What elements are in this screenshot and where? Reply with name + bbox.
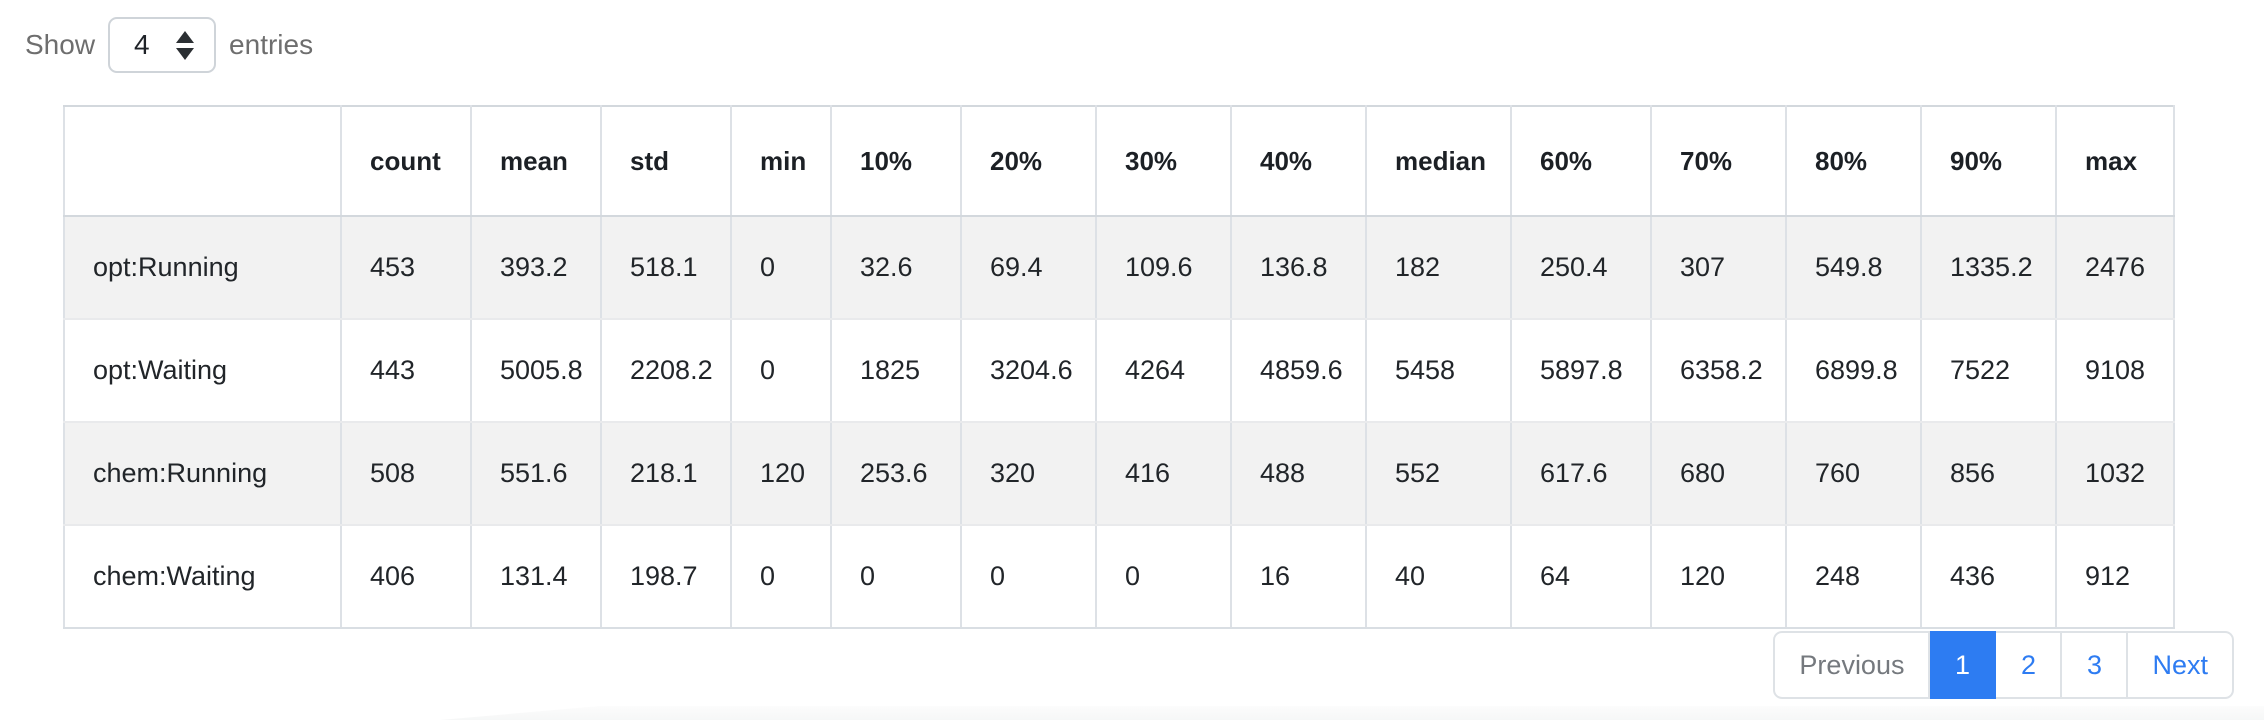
page-button-2[interactable]: 2 xyxy=(1996,631,2063,699)
table-cell: 69.4 xyxy=(960,216,1097,320)
table-cell: 6358.2 xyxy=(1650,319,1787,423)
table-cell: 443 xyxy=(340,319,472,423)
table-cell: 136.8 xyxy=(1230,216,1367,320)
row-label-cell: opt:Waiting xyxy=(63,319,342,423)
table-cell: 453 xyxy=(340,216,472,320)
table-cell: 680 xyxy=(1650,422,1787,526)
table-cell: 40 xyxy=(1365,525,1512,629)
table-cell: 760 xyxy=(1785,422,1922,526)
next-button[interactable]: Next xyxy=(2128,631,2234,699)
table-cell: 64 xyxy=(1510,525,1652,629)
stats-table-container: count mean std min 10% 20% 30% 40% median 60% 70% 8… xyxy=(63,105,2175,629)
page-button-3[interactable]: 3 xyxy=(2062,631,2129,699)
table-cell: 2208.2 xyxy=(600,319,732,423)
table-cell: 5897.8 xyxy=(1510,319,1652,423)
entries-select-value: 4 xyxy=(134,29,150,60)
column-header-mean[interactable]: mean xyxy=(470,105,602,217)
column-header-60pct[interactable]: 60% xyxy=(1510,105,1652,217)
stats-table: count mean std min 10% 20% 30% 40% median 60% 70% 8… xyxy=(63,105,2175,629)
table-cell: 3204.6 xyxy=(960,319,1097,423)
table-cell: 0 xyxy=(1095,525,1232,629)
table-cell: 0 xyxy=(730,525,832,629)
stats-table-header: count mean std min 10% 20% 30% 40% median 60% 70% 8… xyxy=(63,105,2175,217)
table-cell: 218.1 xyxy=(600,422,732,526)
page-button-1[interactable]: 1 xyxy=(1930,631,1997,699)
table-cell: 1335.2 xyxy=(1920,216,2057,320)
table-cell: 5005.8 xyxy=(470,319,602,423)
table-cell: 416 xyxy=(1095,422,1232,526)
table-cell: 109.6 xyxy=(1095,216,1232,320)
table-cell: 320 xyxy=(960,422,1097,526)
table-length-control: Show 4 entries xyxy=(25,16,313,74)
table-cell: 131.4 xyxy=(470,525,602,629)
table-cell: 0 xyxy=(960,525,1097,629)
table-cell: 4264 xyxy=(1095,319,1232,423)
table-row: chem:Running 508 551.6 218.1 120 253.6 320 416 4… xyxy=(63,422,2175,526)
table-cell: 307 xyxy=(1650,216,1787,320)
previous-button[interactable]: Previous xyxy=(1773,631,1931,699)
table-cell: 182 xyxy=(1365,216,1512,320)
table-cell: 856 xyxy=(1920,422,2057,526)
table-cell: 4859.6 xyxy=(1230,319,1367,423)
column-header-80pct[interactable]: 80% xyxy=(1785,105,1922,217)
pagination: Previous 1 2 3 Next xyxy=(1773,631,2234,699)
table-cell: 9108 xyxy=(2055,319,2175,423)
row-label-cell: chem:Waiting xyxy=(63,525,342,629)
table-cell: 253.6 xyxy=(830,422,962,526)
table-cell: 508 xyxy=(340,422,472,526)
column-header-40pct[interactable]: 40% xyxy=(1230,105,1367,217)
table-cell: 0 xyxy=(730,216,832,320)
table-row: chem:Waiting 406 131.4 198.7 0 0 0 0 16 40 64 120 24… xyxy=(63,525,2175,629)
table-cell: 1825 xyxy=(830,319,962,423)
column-header-max[interactable]: max xyxy=(2055,105,2175,217)
table-cell: 250.4 xyxy=(1510,216,1652,320)
column-header-median[interactable]: median xyxy=(1365,105,1512,217)
column-header-20pct[interactable]: 20% xyxy=(960,105,1097,217)
column-header-blank[interactable] xyxy=(63,105,342,217)
entries-label: entries xyxy=(229,29,314,60)
table-cell: 488 xyxy=(1230,422,1367,526)
column-header-70pct[interactable]: 70% xyxy=(1650,105,1787,217)
table-cell: 0 xyxy=(830,525,962,629)
entries-select[interactable]: 4 xyxy=(108,17,217,73)
table-row: opt:Waiting 443 5005.8 2208.2 0 1825 3204.6 426… xyxy=(63,319,2175,423)
table-cell: 552 xyxy=(1365,422,1512,526)
table-cell: 1032 xyxy=(2055,422,2175,526)
table-cell: 549.8 xyxy=(1785,216,1922,320)
table-cell: 32.6 xyxy=(830,216,962,320)
row-label-cell: opt:Running xyxy=(63,216,342,320)
column-header-min[interactable]: min xyxy=(730,105,832,217)
table-cell: 6899.8 xyxy=(1785,319,1922,423)
table-cell: 436 xyxy=(1920,525,2057,629)
table-row: opt:Running 453 393.2 518.1 0 32.6 69.4 109.6 13… xyxy=(63,216,2175,320)
select-arrows-icon xyxy=(176,30,195,60)
header-row: count mean std min 10% 20% 30% 40% median 60% 70% 8… xyxy=(63,105,2175,217)
table-cell: 248 xyxy=(1785,525,1922,629)
table-cell: 2476 xyxy=(2055,216,2175,320)
column-header-std[interactable]: std xyxy=(600,105,732,217)
table-cell: 120 xyxy=(1650,525,1787,629)
table-cell: 198.7 xyxy=(600,525,732,629)
table-cell: 406 xyxy=(340,525,472,629)
table-cell: 5458 xyxy=(1365,319,1512,423)
table-cell: 7522 xyxy=(1920,319,2057,423)
column-header-count[interactable]: count xyxy=(340,105,472,217)
column-header-10pct[interactable]: 10% xyxy=(830,105,962,217)
table-cell: 16 xyxy=(1230,525,1367,629)
stats-table-body: opt:Running 453 393.2 518.1 0 32.6 69.4 109.6 13… xyxy=(63,216,2175,629)
table-cell: 617.6 xyxy=(1510,422,1652,526)
table-cell: 0 xyxy=(730,319,832,423)
table-cell: 551.6 xyxy=(470,422,602,526)
table-cell: 912 xyxy=(2055,525,2175,629)
row-label-cell: chem:Running xyxy=(63,422,342,526)
table-cell: 393.2 xyxy=(470,216,602,320)
table-cell: 518.1 xyxy=(600,216,732,320)
column-header-90pct[interactable]: 90% xyxy=(1920,105,2057,217)
column-header-30pct[interactable]: 30% xyxy=(1095,105,1232,217)
table-cell: 120 xyxy=(730,422,832,526)
show-label: Show xyxy=(25,29,96,60)
lower-card-top-edge xyxy=(440,706,2264,720)
